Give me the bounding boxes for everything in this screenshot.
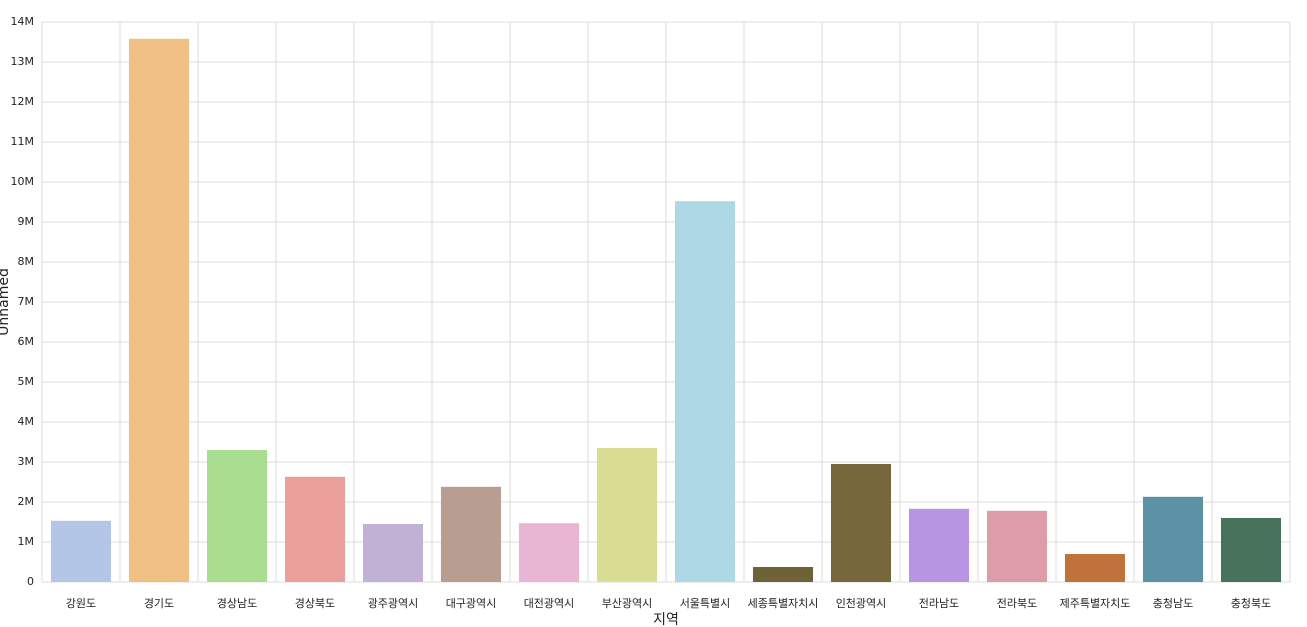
x-tick-label: 대전광역시 <box>524 597 575 610</box>
x-tick-label: 충청남도 <box>1153 597 1193 610</box>
bar <box>830 464 892 582</box>
x-tick-label: 전라남도 <box>919 597 959 610</box>
bar <box>596 448 658 582</box>
x-tick-label: 충청북도 <box>1231 597 1271 610</box>
bar <box>1220 518 1282 582</box>
x-tick-label: 부산광역시 <box>602 597 653 610</box>
y-tick-label: 11M <box>11 135 35 148</box>
x-tick-label: 서울특별시 <box>680 597 731 610</box>
bar <box>206 450 268 582</box>
y-tick-label: 2M <box>18 495 35 508</box>
x-tick-label: 인천광역시 <box>836 596 887 610</box>
y-tick-label: 10M <box>11 175 35 188</box>
x-tick-label: 경상북도 <box>295 597 335 610</box>
y-tick-label: 13M <box>11 55 35 68</box>
bar <box>518 523 580 582</box>
y-tick-label: 12M <box>11 95 35 108</box>
bar <box>440 486 502 582</box>
y-tick-label: 4M <box>18 415 35 428</box>
bar <box>128 38 190 583</box>
y-tick-label: 14M <box>11 15 35 28</box>
bar <box>752 567 814 582</box>
x-tick-label: 경기도 <box>144 597 174 610</box>
bar <box>1142 496 1204 582</box>
y-tick-label: 3M <box>18 455 35 468</box>
y-tick-label: 0 <box>27 575 34 588</box>
y-tick-label: 1M <box>18 535 35 548</box>
bar <box>674 201 736 582</box>
x-tick-label: 강원도 <box>66 597 96 610</box>
x-tick-label: 경상남도 <box>217 597 257 610</box>
y-tick-label: 6M <box>18 335 35 348</box>
x-tick-label: 제주특별자치도 <box>1060 597 1131 610</box>
x-tick-label: 세종특별자치시 <box>748 597 819 610</box>
bar <box>50 520 112 582</box>
x-tick-label: 광주광역시 <box>368 597 419 610</box>
bar <box>908 508 970 582</box>
x-axis-title: 지역 <box>653 612 679 627</box>
bar <box>362 524 424 582</box>
y-tick-label: 9M <box>18 215 35 228</box>
y-axis-title: Unnamed <box>0 268 12 336</box>
bar <box>284 476 346 582</box>
y-tick-label: 8M <box>18 255 35 268</box>
bar <box>1064 554 1126 582</box>
x-tick-label: 전라북도 <box>997 597 1037 610</box>
y-tick-label: 5M <box>18 375 35 388</box>
x-tick-label: 대구광역시 <box>446 597 497 610</box>
y-tick-label: 7M <box>18 295 35 308</box>
bar <box>986 510 1048 582</box>
